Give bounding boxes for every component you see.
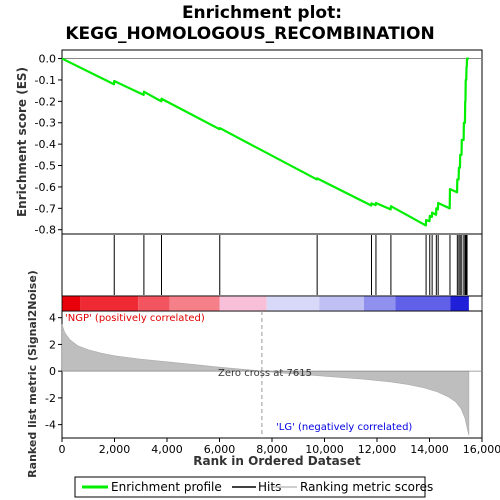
- es-panel-frame: [61, 49, 483, 235]
- positive-correlation-label: 'NGP' (positively correlated): [65, 313, 205, 324]
- legend-hits-label: Hits: [258, 480, 281, 494]
- es-y-tick-label: -0.3: [35, 117, 56, 130]
- es-y-tick-label: -0.5: [35, 160, 56, 173]
- x-tick-label: 6,000: [204, 443, 236, 456]
- metric-y-axis-label: Ranked list metric (Signal2Noise): [26, 270, 39, 478]
- hits-panel-frame: [61, 233, 483, 297]
- es-y-tick-label: -0.2: [35, 95, 56, 108]
- gradient-segment: [395, 296, 451, 311]
- legend-metric-label: Ranking metric scores: [300, 480, 433, 494]
- metric-y-tick-label: 2: [49, 338, 56, 351]
- metric-y-ticks: 4 2 0 -2 -4: [45, 312, 62, 432]
- negative-correlation-label: 'LG' (negatively correlated): [276, 422, 412, 433]
- gradient-frame: [61, 295, 483, 312]
- gradient-segment: [62, 296, 81, 311]
- gradient-segment: [450, 296, 469, 311]
- gradient-segment: [138, 296, 170, 311]
- x-tick-label: 4,000: [151, 443, 183, 456]
- es-y-ticks: 0.0 -0.1 -0.2 -0.3 -0.4 -0.5 -0.6 -0.7 -0.8: [35, 53, 62, 237]
- x-tick-label: 10,000: [305, 443, 344, 456]
- es-y-axis-label: Enrichment score (ES): [15, 67, 29, 217]
- x-tick-label: 8,000: [256, 443, 288, 456]
- rank-gradient-bar: [61, 295, 483, 312]
- metric-y-tick-label: 0: [49, 365, 56, 378]
- gradient-segment: [266, 296, 320, 311]
- chart-title-line2: KEGG_HOMOLOGOUS_RECOMBINATION: [65, 24, 434, 44]
- metric-y-tick-label: -2: [45, 392, 56, 405]
- chart-title-line1: Enrichment plot:: [182, 3, 342, 23]
- es-y-tick-label: -0.1: [35, 74, 56, 87]
- x-tick-label: 16,000: [463, 443, 500, 456]
- x-tick-label: 14,000: [410, 443, 449, 456]
- es-y-tick-label: -0.6: [35, 181, 56, 194]
- es-y-tick-label: -0.4: [35, 138, 56, 151]
- x-axis-label: Rank in Ordered Dataset: [193, 454, 361, 468]
- gradient-segment: [319, 296, 364, 311]
- hits-layer: [113, 235, 468, 295]
- gradient-segment: [363, 296, 396, 311]
- zero-cross-label: Zero cross at 7615: [218, 368, 312, 379]
- es-y-tick-label: 0.0: [39, 53, 57, 66]
- ranked-metric-area: [61, 324, 470, 436]
- es-y-tick-label: -0.7: [35, 202, 56, 215]
- ranked-metric-layer: [61, 311, 482, 438]
- gradient-segment: [80, 296, 139, 311]
- enrichment-profile-layer: [61, 57, 469, 227]
- x-tick-label: 0: [59, 443, 66, 456]
- metric-y-tick-label: -4: [45, 419, 56, 432]
- x-tick-label: 12,000: [358, 443, 397, 456]
- enrichment-profile-line: [61, 57, 469, 227]
- metric-y-tick-label: 4: [49, 312, 56, 325]
- x-ticks: 0 2,000 4,000 6,000 8,000 10,000 12,000 14,000 1…: [59, 438, 500, 456]
- x-tick-label: 2,000: [99, 443, 131, 456]
- gradient-segment: [169, 296, 220, 311]
- legend-profile-label: Enrichment profile: [111, 480, 222, 494]
- es-y-tick-label: -0.8: [35, 224, 56, 237]
- gradient-segment: [219, 296, 267, 311]
